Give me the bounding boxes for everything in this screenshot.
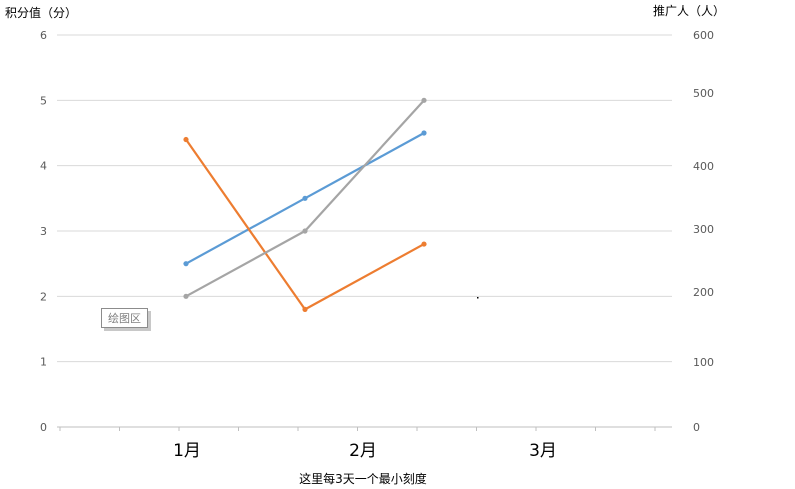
data-point (421, 130, 427, 136)
data-point (302, 195, 308, 201)
series-line (185, 138, 425, 311)
left-tick-label: 5 (40, 94, 47, 107)
right-y-axis: 0 100 200 300 400 500 600 (693, 29, 714, 434)
right-tick-label: 400 (693, 160, 714, 173)
left-tick-label: 0 (40, 421, 47, 434)
month-label: 1月 (173, 441, 201, 461)
x-axis-title: 这里每3天一个最小刻度 (299, 471, 427, 486)
right-tick-label: 300 (693, 223, 714, 236)
plot-area-tooltip: 绘图区 (101, 308, 151, 331)
month-label: 2月 (349, 441, 377, 461)
data-point (183, 136, 189, 143)
stray-dot (477, 297, 479, 299)
data-point (183, 293, 189, 299)
tooltip-text: 绘图区 (108, 311, 141, 325)
right-tick-label: 100 (693, 356, 714, 369)
x-axis: 1月 2月 3月 (59, 427, 656, 461)
left-tick-label: 2 (40, 290, 47, 303)
left-axis-title: 积分值（分） (5, 5, 77, 20)
left-tick-label: 6 (40, 29, 47, 42)
right-tick-label: 500 (693, 87, 714, 100)
data-point (421, 241, 427, 247)
right-tick-label: 200 (693, 286, 714, 299)
data-point (302, 228, 308, 234)
month-label: 3月 (529, 441, 557, 461)
gridlines (57, 34, 672, 428)
right-axis-title: 推广人（人） (653, 4, 725, 18)
left-tick-label: 3 (40, 225, 47, 238)
data-point (302, 306, 308, 312)
right-tick-label: 0 (693, 421, 700, 434)
data-point (183, 261, 189, 267)
left-y-axis: 0 1 2 3 4 5 6 (40, 29, 47, 434)
data-point (421, 97, 427, 103)
left-tick-label: 4 (40, 160, 47, 173)
series-group (183, 97, 427, 312)
right-tick-label: 600 (693, 29, 714, 42)
left-tick-label: 1 (40, 356, 47, 369)
